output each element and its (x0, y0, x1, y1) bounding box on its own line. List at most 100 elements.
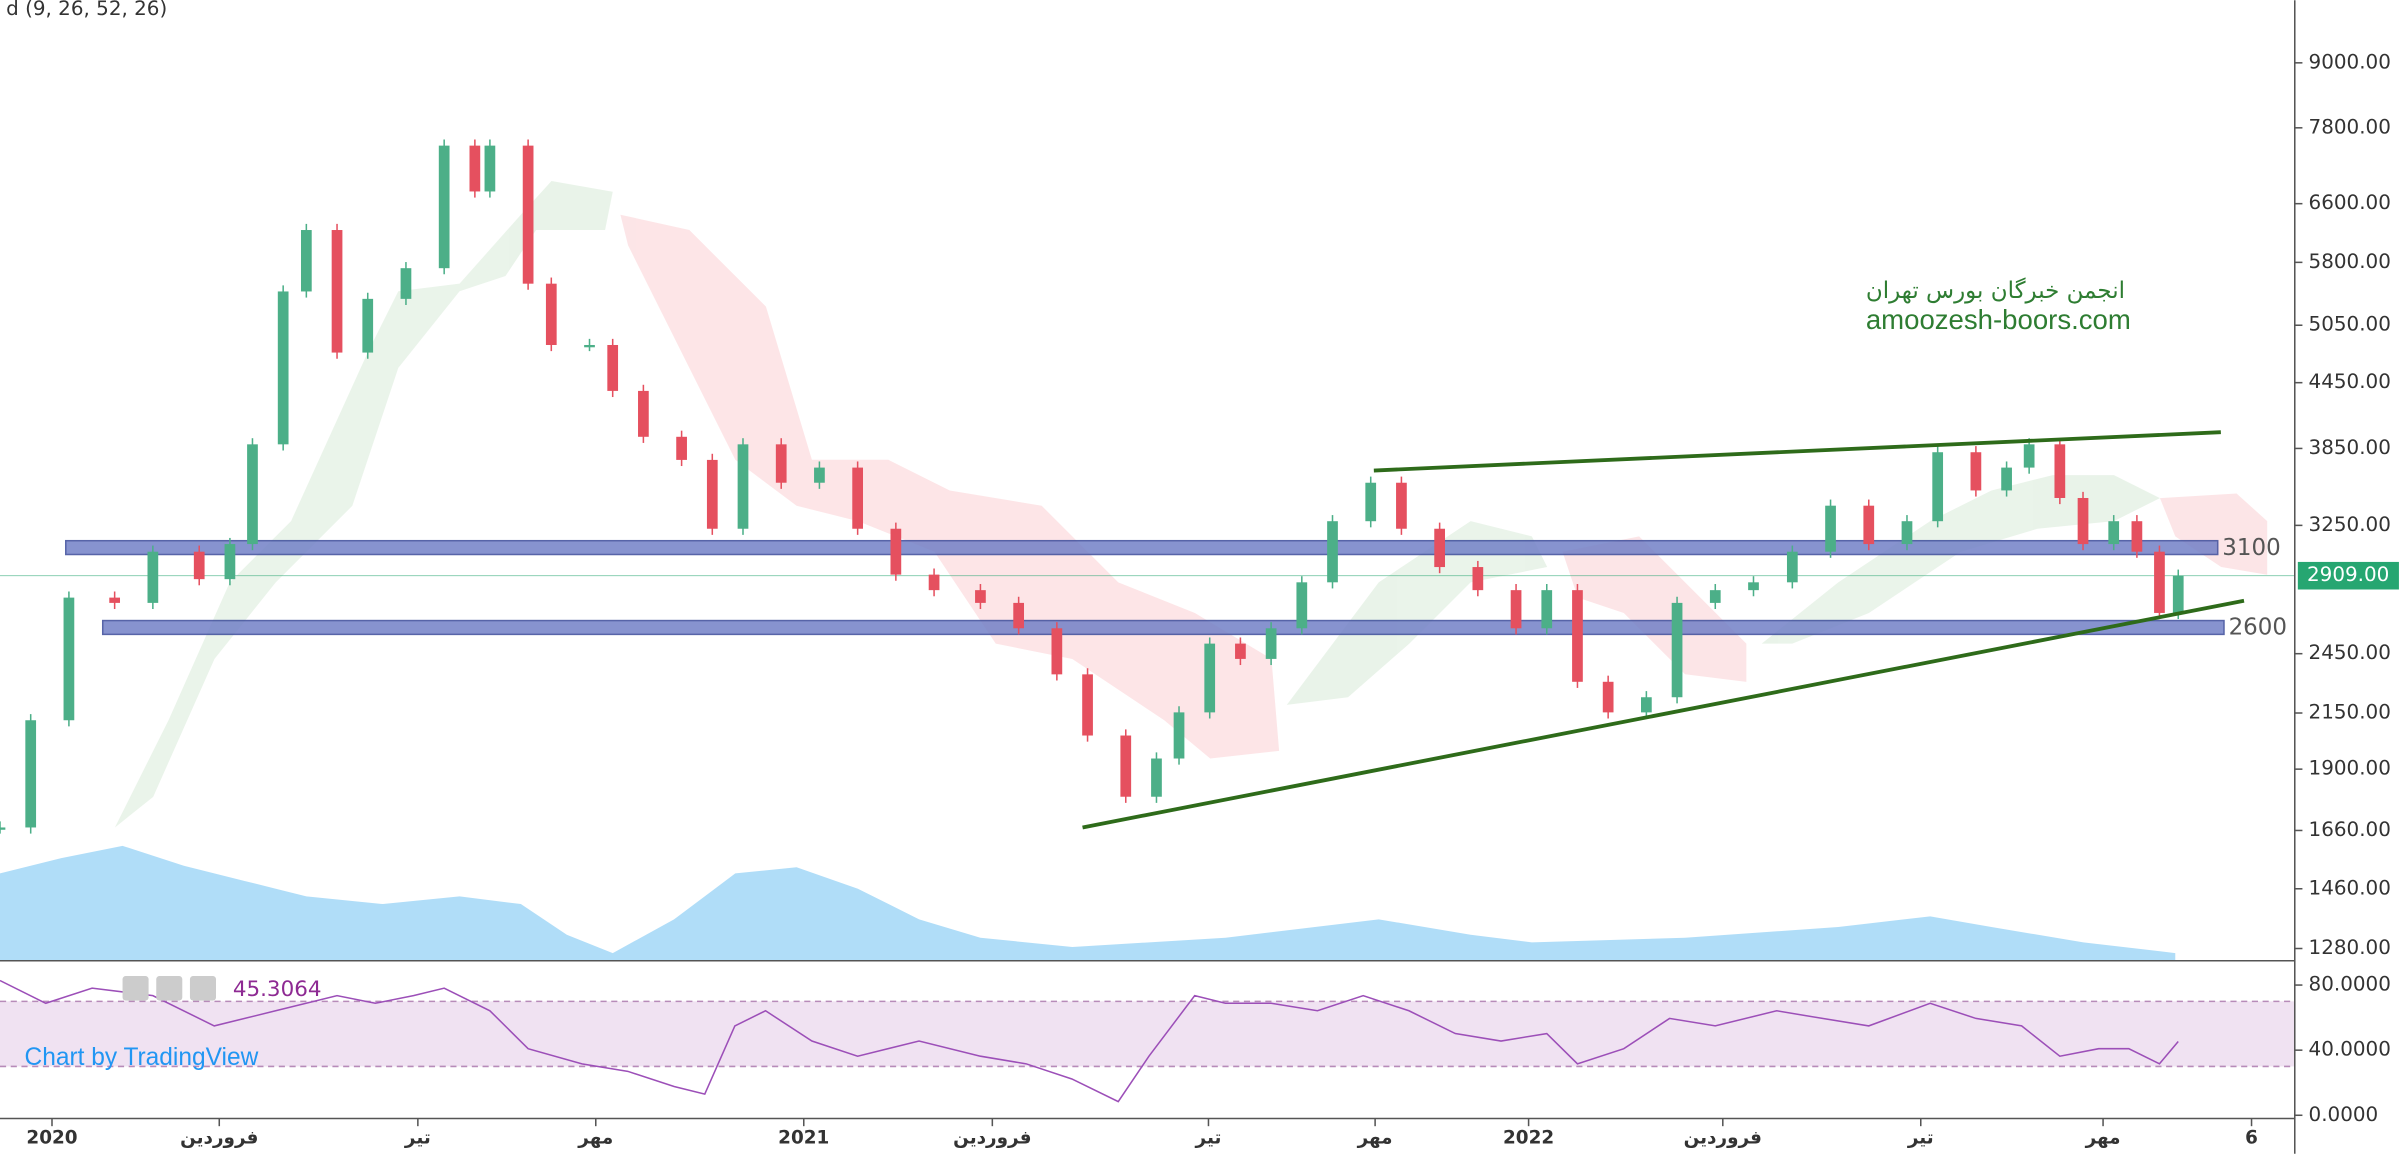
candle (300, 230, 312, 292)
candle (2077, 497, 2089, 545)
candle (928, 574, 940, 591)
candle (193, 551, 205, 580)
x-tick-label: تیر (404, 1127, 431, 1148)
y-tick-label: 40.0000 (2309, 1038, 2391, 1061)
watermark-persian: انجمن خبرگان بورس تهران (1866, 277, 2125, 304)
candle (1472, 567, 1484, 591)
candle (0, 827, 6, 830)
x-tick-label: مهر (577, 1127, 613, 1148)
candle (1932, 452, 1944, 522)
x-tick-label: فروردین (180, 1127, 258, 1148)
zone-label: 3100 (2222, 535, 2280, 561)
zone (101, 619, 2225, 636)
candle (1602, 681, 1614, 713)
candle (1296, 582, 1308, 629)
candle (545, 283, 557, 345)
candle (775, 444, 787, 483)
candle (852, 467, 864, 529)
candle (1082, 674, 1093, 736)
zone (65, 539, 2219, 556)
candle (1901, 521, 1913, 545)
candle (484, 145, 496, 192)
candle (814, 467, 825, 483)
y-tick-label: 7800.00 (2309, 115, 2391, 138)
candle (2054, 444, 2066, 498)
y-tick-label: 1280.00 (2309, 936, 2391, 959)
candle (1572, 590, 1583, 682)
candle (277, 291, 289, 445)
candle (1235, 643, 1246, 659)
candle (1541, 590, 1553, 629)
candle (1434, 528, 1445, 568)
candle (676, 436, 687, 460)
candle (1970, 452, 1982, 491)
trendline (1082, 598, 2245, 830)
candle (1510, 590, 1522, 629)
candle (331, 230, 343, 353)
zone-label: 2600 (2229, 615, 2287, 641)
candle (1641, 697, 1652, 713)
watermark-url: amoozesh-boors.com (1866, 304, 2131, 335)
candle (362, 298, 374, 353)
candle (469, 145, 481, 192)
x-tick-label: مهر (1357, 1127, 1393, 1148)
candle (2001, 467, 2012, 491)
candle (706, 459, 718, 529)
candle (1204, 643, 1216, 713)
candle (1396, 482, 1407, 529)
candle (1709, 590, 1721, 603)
candle (25, 720, 37, 828)
candle (400, 268, 412, 299)
candle (584, 344, 595, 348)
credit[interactable]: Chart by TradingView (25, 1044, 259, 1071)
candle (2023, 444, 2035, 468)
x-tick-label: 2020 (26, 1127, 77, 1148)
candle (638, 390, 649, 437)
candle (1671, 602, 1683, 698)
y-tick-label: 9000.00 (2309, 50, 2391, 73)
candle (737, 444, 749, 529)
candle (63, 597, 75, 721)
candle (975, 590, 986, 603)
candle (438, 145, 450, 269)
x-tick-label: مهر (2085, 1127, 2121, 1148)
candle (2131, 521, 2143, 552)
x-tick-label: تیر (1907, 1127, 1934, 1148)
y-tick-label: 5800.00 (2309, 250, 2391, 273)
y-tick-label: 4450.00 (2309, 370, 2391, 393)
last-price-label: 2909.00 (2307, 563, 2389, 586)
y-tick-label: 0.0000 (2309, 1103, 2379, 1126)
last-price-box (2297, 561, 2399, 590)
candle (2172, 575, 2184, 613)
candle (224, 544, 236, 580)
candle (1013, 602, 1025, 629)
candle (890, 528, 902, 575)
x-tick-label: فروردین (1684, 1127, 1762, 1148)
candle (2108, 521, 2120, 545)
y-tick-label: 3850.00 (2309, 436, 2391, 459)
y-tick-label: 6600.00 (2309, 191, 2391, 214)
candle (1863, 505, 1875, 545)
rsi-line (0, 979, 2179, 1103)
candle (1748, 582, 1759, 591)
candle (1825, 505, 1836, 552)
candle (522, 145, 534, 284)
trendline (1373, 430, 2221, 473)
x-tick-label: تیر (1195, 1127, 1222, 1148)
candle (1151, 758, 1162, 797)
x-tick-label: 6 (2245, 1127, 2258, 1148)
y-tick-label: 2150.00 (2309, 701, 2391, 724)
candle (1173, 712, 1185, 759)
rsi-last-value: 45.3064 (233, 977, 322, 1002)
y-tick-label: 3250.00 (2309, 513, 2391, 536)
candle (607, 344, 619, 391)
candle (109, 597, 121, 603)
candle (147, 551, 159, 603)
rsi-controls[interactable] (122, 976, 216, 1001)
y-tick-label: 5050.00 (2309, 313, 2391, 336)
legend-text: d (9, 26, 52, 26) (6, 0, 167, 20)
candle (1120, 735, 1132, 797)
candle (1327, 521, 1338, 583)
